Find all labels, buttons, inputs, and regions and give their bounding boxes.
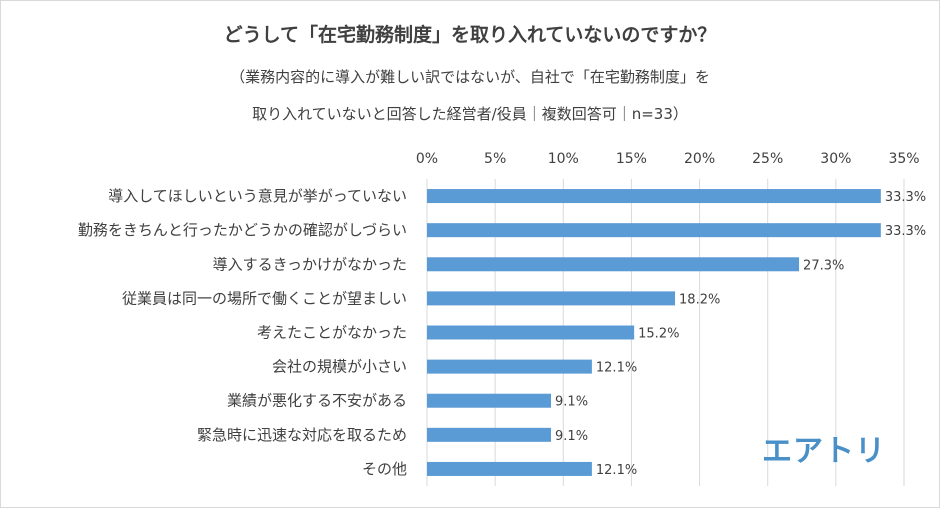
chart-subtitle-line-2: 取り入れていないと回答した経営者/役員｜複数回答可｜n=33） — [252, 105, 688, 123]
x-tick-label: 35% — [888, 151, 919, 167]
category-label: 会社の規模が小さい — [272, 358, 407, 376]
category-label: 従業員は同一の場所で働くことが望ましい — [122, 289, 407, 307]
x-tick-label: 25% — [752, 151, 783, 167]
x-tick-label: 30% — [820, 151, 851, 167]
x-tick-label: 10% — [548, 151, 579, 167]
chart-subtitle-line-1: （業務内容的に導入が難しい訳ではないが、自社で「在宅勤務制度」を — [230, 68, 710, 86]
chart-title: どうして「在宅勤務制度」を取り入れていないのですか？ — [223, 24, 717, 46]
bar — [427, 189, 881, 204]
category-label: 考えたことがなかった — [257, 324, 407, 342]
bar — [427, 461, 592, 476]
bar — [427, 223, 881, 238]
x-tick-label: 0% — [416, 151, 438, 167]
data-label: 27.3% — [803, 258, 844, 273]
data-label: 18.2% — [679, 292, 720, 307]
category-label: その他 — [362, 460, 407, 478]
bar — [427, 359, 592, 374]
category-label: 緊急時に迅速な対応を取るため — [197, 426, 407, 444]
category-label: 導入してほしいという意見が挙がっていない — [108, 187, 407, 205]
x-tick-label: 5% — [484, 151, 506, 167]
data-label: 12.1% — [596, 463, 637, 478]
x-tick-label: 15% — [616, 151, 647, 167]
data-label: 12.1% — [596, 361, 637, 376]
data-label: 33.3% — [885, 224, 926, 239]
category-label: 業績が悪化する不安がある — [227, 392, 407, 410]
data-label: 9.1% — [555, 429, 588, 444]
data-label: 9.1% — [555, 395, 588, 410]
bar — [427, 427, 552, 442]
bar — [427, 325, 635, 340]
bar — [427, 291, 676, 306]
x-tick-label: 20% — [684, 151, 715, 167]
category-label: 導入するきっかけがなかった — [213, 255, 407, 273]
data-label: 15.2% — [638, 327, 679, 342]
bar — [427, 257, 800, 272]
airtrip-logo: エアトリ — [762, 434, 886, 469]
category-label: 勤務をきちんと行ったかどうかの確認がしづらい — [78, 221, 407, 239]
data-label: 33.3% — [885, 190, 926, 205]
bar — [427, 393, 552, 408]
